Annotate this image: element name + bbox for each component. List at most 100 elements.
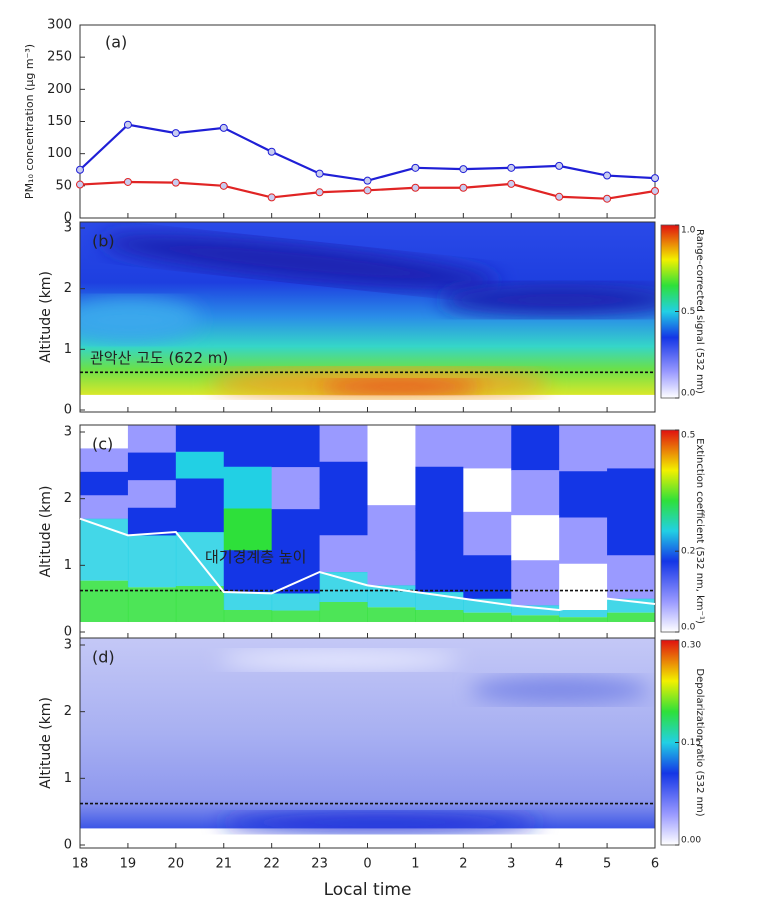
y-tick-label: 150 (47, 114, 72, 129)
marker (219, 123, 228, 132)
heatmap-cell (175, 478, 225, 506)
heatmap-cell (463, 425, 512, 469)
heatmap-cell (127, 587, 177, 622)
marker (363, 176, 372, 185)
y-tick-label: 200 (47, 82, 72, 97)
marker (171, 178, 180, 187)
heatmap-blob (220, 650, 460, 670)
heatmap-cell (271, 610, 321, 622)
y-tick-label: 3 (64, 425, 72, 440)
x-tick-label: 6 (651, 857, 659, 872)
panel-label: (c) (92, 435, 113, 454)
y-tick-label: 100 (47, 146, 72, 161)
heatmap-cell (80, 495, 129, 520)
y-tick-label: 0 (64, 838, 72, 853)
heatmap-cell (223, 592, 273, 610)
heatmap-blob (320, 379, 480, 394)
y-tick-label: 250 (47, 50, 72, 65)
heatmap-cell (463, 612, 512, 622)
y-axis-label: Altitude (km) (38, 486, 54, 578)
heatmap-cell (127, 535, 177, 588)
heatmap-cell (511, 560, 560, 606)
marker (507, 179, 516, 188)
y-tick-label: 3 (64, 221, 72, 236)
heatmap-cell (607, 511, 656, 556)
marker (603, 194, 612, 203)
marker (315, 188, 324, 197)
heatmap-cell (319, 461, 368, 499)
marker (411, 183, 420, 192)
y-tick-label: 3 (64, 638, 72, 653)
heatmap-blob (101, 234, 499, 290)
heatmap-cell (511, 605, 560, 616)
y-axis-label: Altitude (km) (38, 271, 54, 363)
marker (171, 129, 180, 138)
colorbar-label: Extinction coefficient (532 nm, km⁻¹) (694, 438, 705, 624)
heatmap-cell (415, 425, 464, 468)
heatmap-cell (271, 509, 321, 552)
panel-label: (b) (92, 232, 115, 251)
marker (76, 180, 84, 189)
y-tick-label: 2 (64, 704, 72, 719)
marker (411, 163, 420, 172)
marker (555, 161, 564, 170)
marker (507, 163, 516, 172)
marker (651, 186, 659, 195)
x-tick-label: 1 (411, 857, 419, 872)
heatmap-cell (607, 468, 656, 513)
heatmap-blob (440, 284, 655, 316)
heatmap-blob (470, 676, 650, 704)
y-tick-label: 1 (64, 771, 72, 786)
x-tick-label: 3 (507, 857, 515, 872)
marker (651, 174, 659, 183)
heatmap-cell (319, 498, 368, 536)
heatmap-cell (463, 555, 512, 600)
heatmap-cell (511, 425, 560, 471)
panel-label: (a) (105, 33, 127, 52)
colorbar-tick-label: 0.2 (681, 547, 695, 557)
heatmap-cell (415, 466, 464, 509)
annotation: 대기경계층 높이 (205, 548, 306, 566)
line (79, 123, 656, 182)
heatmap-cell (319, 425, 368, 463)
heatmap-cell (271, 467, 321, 510)
x-axis-label: Local time (324, 880, 412, 900)
heatmap-cell (223, 466, 273, 509)
x-tick-label: 20 (168, 857, 185, 872)
heatmap-cell (127, 425, 177, 454)
heatmap-blob (220, 812, 540, 833)
heatmap-cell (367, 545, 416, 586)
marker (76, 165, 84, 174)
x-tick-label: 5 (603, 857, 611, 872)
heatmap-cell (415, 610, 464, 622)
heatmap-cell (223, 610, 273, 622)
y-tick-label: 2 (64, 491, 72, 506)
heatmap-cell (415, 550, 464, 593)
heatmap-cell (80, 425, 129, 449)
marker (315, 169, 324, 178)
y-tick-label: 50 (55, 178, 72, 193)
heatmap-blob (80, 298, 200, 342)
colorbar-tick-label: 0.30 (681, 641, 701, 651)
marker (123, 177, 132, 186)
heatmap-cell (319, 572, 368, 602)
heatmap-cell (319, 535, 368, 573)
heatmap-cell (559, 617, 608, 622)
annotation: 관악산 고도 (622 m) (90, 349, 228, 367)
heatmap-cell (511, 515, 560, 561)
heatmap-cell (127, 507, 177, 536)
colorbar-label: Range-corrected signal (532 nm) (694, 229, 705, 394)
heatmap-cell (223, 425, 273, 468)
marker (267, 147, 276, 156)
heatmap-cell (511, 615, 560, 622)
panel-label: (d) (92, 648, 115, 667)
heatmap-cell (175, 505, 225, 533)
heatmap (80, 222, 655, 397)
heatmap-cell (271, 593, 321, 611)
heatmap-cell (80, 518, 129, 581)
marker (603, 171, 612, 180)
marker (123, 120, 132, 129)
heatmap-cell (367, 607, 416, 622)
marker (267, 193, 276, 202)
